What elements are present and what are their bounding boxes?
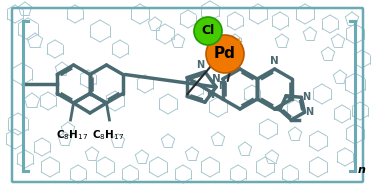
- Text: N: N: [270, 56, 279, 66]
- Text: C$_8$H$_{17}$: C$_8$H$_{17}$: [56, 128, 88, 142]
- Text: Cl: Cl: [201, 25, 214, 37]
- Text: C$_8$H$_{17}$: C$_8$H$_{17}$: [92, 128, 124, 142]
- Text: N: N: [212, 74, 220, 84]
- Circle shape: [194, 17, 222, 45]
- Circle shape: [206, 35, 244, 73]
- Text: Pd: Pd: [214, 46, 236, 61]
- Text: N: N: [206, 90, 214, 100]
- Text: N: N: [302, 92, 310, 102]
- Text: N: N: [218, 81, 226, 91]
- Text: n: n: [358, 165, 366, 175]
- Text: +: +: [235, 37, 243, 47]
- Text: N: N: [306, 107, 314, 117]
- Text: N: N: [196, 60, 204, 70]
